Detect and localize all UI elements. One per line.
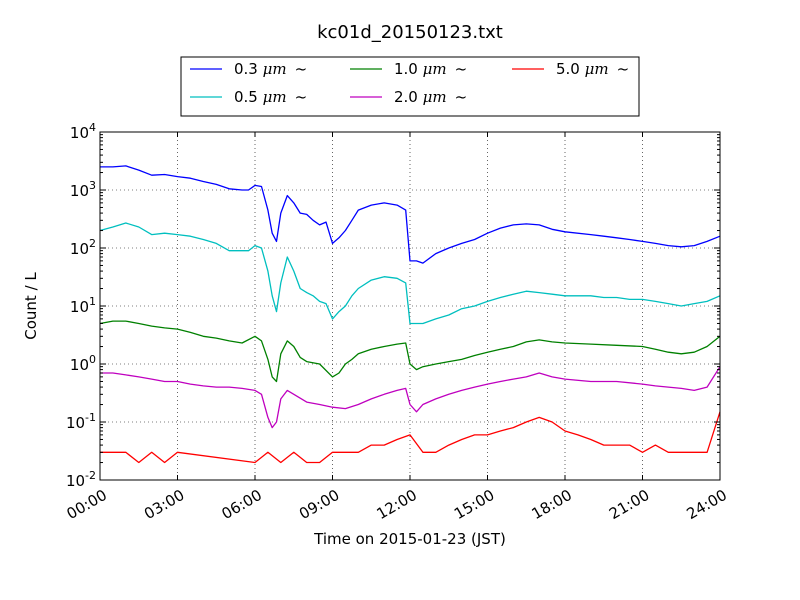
y-tick-label: 102 [70, 237, 96, 258]
y-tick-label: 101 [70, 295, 96, 316]
series-line-0 [100, 165, 721, 264]
y-axis-label: Count / L [22, 272, 40, 340]
y-tick-label: 10-2 [66, 469, 96, 490]
legend-label-0: 0.3 μm ~ [234, 60, 307, 78]
y-tick-labels: 10-2 10-1 100 101 102 103 104 [66, 121, 96, 490]
ticks [99, 131, 721, 481]
series-line-4 [100, 411, 721, 464]
series-line-2 [99, 320, 721, 383]
legend-label-4: 5.0 μm ~ [556, 60, 629, 78]
series-line-1 [99, 222, 721, 325]
legend-label-2: 1.0 μm ~ [394, 60, 467, 78]
grid [100, 132, 720, 480]
legend-label-3: 2.0 μm ~ [394, 88, 467, 106]
y-tick-label: 103 [70, 179, 96, 200]
chart-title: kc01d_20150123.txt [317, 22, 503, 43]
y-tick-label: 100 [70, 353, 96, 374]
legend-box [180, 56, 640, 117]
y-tick-label: 104 [70, 121, 96, 142]
legend-label-1: 0.5 μm ~ [234, 88, 307, 106]
series-lines [99, 165, 721, 464]
legend: 0.3 μm ~ 0.5 μm ~ 1.0 μm ~ 2.0 μm ~ 5.0 μm ~ [180, 56, 640, 117]
series-line-3 [100, 366, 721, 429]
y-tick-label: 10-1 [66, 411, 96, 432]
x-axis-label: Time on 2015-01-23 (JST) [313, 530, 506, 548]
plot-area [99, 131, 721, 481]
